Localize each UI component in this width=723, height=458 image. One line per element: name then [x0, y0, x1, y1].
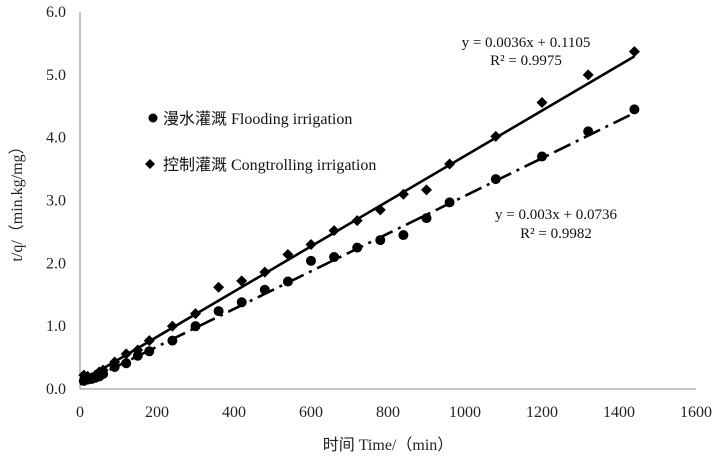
point-controlling: [328, 225, 340, 237]
point-controlling: [628, 46, 640, 58]
y-tick-label: 4.0: [46, 130, 66, 147]
point-controlling: [374, 204, 386, 216]
point-flooding: [537, 151, 547, 162]
point-controlling: [582, 69, 594, 81]
point-flooding: [259, 284, 270, 295]
x-axis-label: 时间 Time/（min）: [323, 436, 454, 454]
legend-marker-flooding: [148, 113, 158, 123]
legend: 漫水灌溉 Flooding irrigation 控制灌溉 Congtrolli…: [145, 110, 376, 174]
y-tick-label: 2.0: [46, 255, 66, 272]
point-controlling: [305, 238, 317, 250]
equation-controlling-r2: R² = 0.9975: [490, 53, 562, 69]
x-tick-label: 1400: [603, 404, 635, 421]
legend-label-controlling: 控制灌溉 Congtrolling irrigation: [163, 156, 376, 174]
point-controlling: [397, 188, 409, 200]
point-flooding: [282, 276, 293, 287]
point-flooding: [375, 235, 386, 246]
x-tick-label: 800: [376, 404, 400, 421]
point-controlling: [143, 335, 155, 347]
point-flooding: [329, 252, 340, 263]
x-tick-label: 0: [76, 404, 84, 421]
point-flooding: [167, 335, 178, 346]
x-tick-label: 200: [145, 404, 169, 421]
x-tick-labels: 0 200 400 600 800 1000 1200 1400 1600: [76, 404, 712, 421]
y-tick-label: 3.0: [46, 193, 66, 210]
y-axis-label: t/q/（min.kg/mg）: [8, 138, 26, 261]
point-flooding: [236, 297, 247, 308]
point-controlling: [97, 364, 109, 376]
point-flooding: [213, 306, 224, 317]
point-controlling: [166, 320, 178, 332]
y-tick-label: 6.0: [46, 4, 66, 21]
point-controlling: [190, 308, 201, 320]
data-points: [78, 46, 640, 386]
point-controlling: [109, 356, 121, 368]
point-controlling: [132, 344, 144, 356]
point-flooding: [583, 126, 594, 137]
point-flooding: [132, 350, 143, 361]
point-controlling: [351, 215, 363, 227]
point-controlling: [282, 249, 294, 261]
point-controlling: [490, 130, 502, 142]
x-tick-label: 1600: [680, 404, 712, 421]
y-tick-labels: 0.0 1.0 2.0 3.0 4.0 5.0 6.0: [46, 4, 66, 398]
equation-controlling: y = 0.0036x + 0.1105 R² = 0.9975: [462, 35, 591, 69]
point-flooding: [490, 174, 501, 185]
legend-marker-controlling: [145, 159, 155, 169]
equation-flooding-r2: R² = 0.9982: [520, 226, 592, 242]
equation-flooding: y = 0.003x + 0.0736 R² = 0.9982: [495, 207, 617, 242]
point-controlling: [236, 275, 248, 287]
y-tick-label: 0.0: [46, 381, 66, 398]
x-tick-label: 600: [299, 404, 323, 421]
point-flooding: [444, 197, 455, 208]
point-controlling: [536, 96, 548, 108]
point-flooding: [398, 230, 409, 241]
point-flooding: [421, 213, 432, 224]
point-flooding: [306, 255, 316, 266]
x-tick-label: 1000: [449, 404, 481, 421]
point-controlling: [259, 266, 271, 278]
point-flooding: [121, 358, 132, 369]
x-tick-label: 1200: [526, 404, 558, 421]
point-controlling: [213, 281, 225, 293]
point-controlling: [120, 348, 132, 360]
x-tick-label: 400: [222, 404, 246, 421]
equation-flooding-formula: y = 0.003x + 0.0736: [495, 207, 617, 223]
y-tick-label: 1.0: [46, 318, 66, 335]
y-tick-label: 5.0: [46, 67, 66, 84]
point-controlling: [421, 184, 432, 196]
point-flooding: [352, 242, 363, 253]
point-flooding: [144, 346, 155, 357]
point-flooding: [629, 104, 640, 115]
point-flooding: [190, 321, 201, 332]
legend-label-flooding: 漫水灌溉 Flooding irrigation: [163, 110, 352, 128]
equation-controlling-formula: y = 0.0036x + 0.1105: [462, 35, 591, 51]
point-controlling: [444, 158, 456, 170]
